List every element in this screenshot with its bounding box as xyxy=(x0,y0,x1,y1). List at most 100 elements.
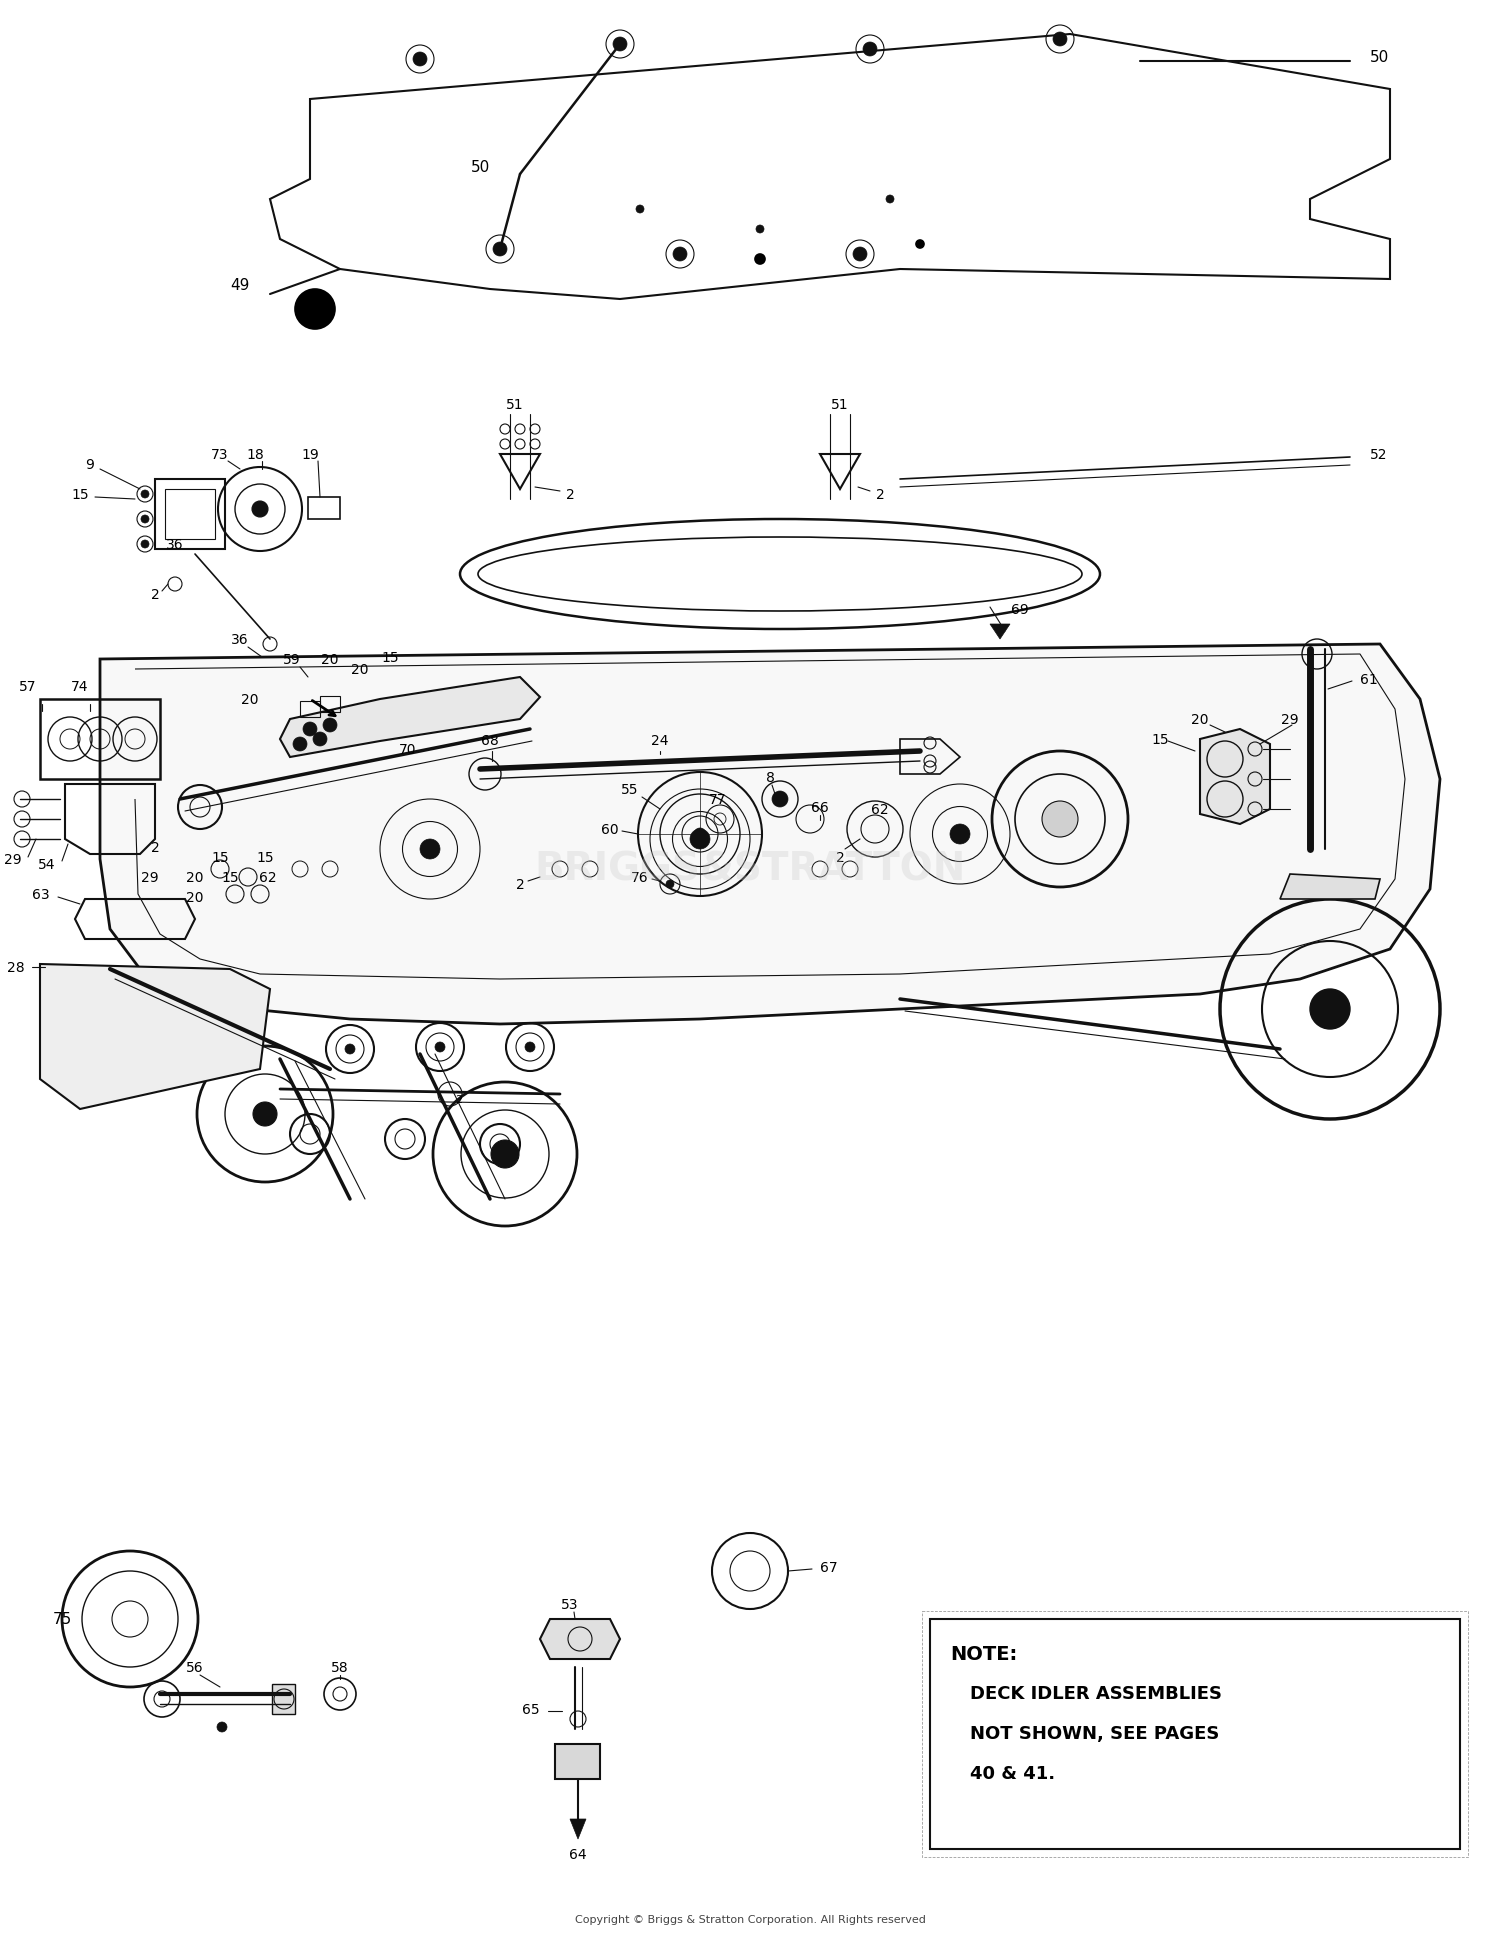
Text: 76: 76 xyxy=(632,871,650,884)
Circle shape xyxy=(322,719,338,733)
Text: 20: 20 xyxy=(186,890,204,904)
Text: 56: 56 xyxy=(186,1660,204,1673)
Text: BRIGGS&STRATTON: BRIGGS&STRATTON xyxy=(534,851,966,888)
Circle shape xyxy=(141,516,148,524)
Polygon shape xyxy=(40,964,270,1109)
Text: 62: 62 xyxy=(871,803,889,816)
Text: 53: 53 xyxy=(561,1598,579,1611)
Circle shape xyxy=(490,1140,519,1169)
Text: 62: 62 xyxy=(260,871,278,884)
Circle shape xyxy=(674,248,687,262)
Text: 50: 50 xyxy=(471,161,490,175)
Text: 15: 15 xyxy=(381,652,399,665)
Text: 51: 51 xyxy=(831,397,849,411)
Circle shape xyxy=(754,254,765,266)
Text: NOT SHOWN, SEE PAGES: NOT SHOWN, SEE PAGES xyxy=(970,1724,1220,1741)
Circle shape xyxy=(950,824,970,845)
Circle shape xyxy=(254,1103,278,1127)
Polygon shape xyxy=(1280,874,1380,900)
Circle shape xyxy=(217,1722,226,1732)
Text: 40 & 41.: 40 & 41. xyxy=(970,1764,1054,1782)
Polygon shape xyxy=(100,644,1440,1024)
Text: 29: 29 xyxy=(4,853,22,867)
Text: 74: 74 xyxy=(72,681,88,694)
Text: 70: 70 xyxy=(399,743,417,756)
Polygon shape xyxy=(570,1819,586,1838)
Polygon shape xyxy=(990,624,1010,640)
Text: 18: 18 xyxy=(246,448,264,461)
Text: 15: 15 xyxy=(220,871,238,884)
Text: 55: 55 xyxy=(621,783,639,797)
Circle shape xyxy=(862,43,877,56)
Circle shape xyxy=(252,502,268,518)
Text: 65: 65 xyxy=(522,1702,540,1716)
Circle shape xyxy=(690,830,709,849)
Text: 28: 28 xyxy=(8,960,26,975)
Text: 60: 60 xyxy=(602,822,619,836)
Text: 2: 2 xyxy=(152,842,160,855)
Text: 8: 8 xyxy=(765,770,774,785)
Circle shape xyxy=(1042,801,1078,838)
Text: 20: 20 xyxy=(1191,714,1209,727)
Text: 51: 51 xyxy=(506,397,524,411)
Circle shape xyxy=(1053,33,1066,47)
Text: 15: 15 xyxy=(211,851,230,865)
Text: Copyright © Briggs & Stratton Corporation. All Rights reserved: Copyright © Briggs & Stratton Corporatio… xyxy=(574,1914,926,1923)
Text: 67: 67 xyxy=(821,1561,837,1574)
Circle shape xyxy=(525,1043,536,1053)
Text: 20: 20 xyxy=(186,871,204,884)
Text: 9: 9 xyxy=(86,458,94,471)
Circle shape xyxy=(345,1045,355,1055)
Text: 66: 66 xyxy=(812,801,830,814)
Text: 57: 57 xyxy=(20,681,36,694)
Text: 59: 59 xyxy=(284,653,302,667)
Text: DECK IDLER ASSEMBLIES: DECK IDLER ASSEMBLIES xyxy=(970,1685,1222,1702)
Text: 20: 20 xyxy=(321,653,339,667)
Circle shape xyxy=(296,289,334,330)
Circle shape xyxy=(494,242,507,256)
Text: 19: 19 xyxy=(302,448,320,461)
Circle shape xyxy=(1310,989,1350,1030)
Text: 36: 36 xyxy=(166,537,184,553)
Text: 73: 73 xyxy=(211,448,228,461)
Text: 15: 15 xyxy=(1150,733,1168,747)
Text: 29: 29 xyxy=(141,871,159,884)
Circle shape xyxy=(314,733,327,747)
Text: 49: 49 xyxy=(231,277,249,293)
Text: 36: 36 xyxy=(231,632,249,648)
Polygon shape xyxy=(555,1743,600,1780)
Circle shape xyxy=(141,491,148,498)
Circle shape xyxy=(141,541,148,549)
Circle shape xyxy=(435,1043,445,1053)
Circle shape xyxy=(666,880,674,888)
Text: 2: 2 xyxy=(516,878,525,892)
Polygon shape xyxy=(540,1619,620,1660)
Text: 20: 20 xyxy=(242,692,258,706)
Circle shape xyxy=(886,196,894,204)
Text: 50: 50 xyxy=(1370,50,1389,66)
Text: 2: 2 xyxy=(150,588,159,601)
Circle shape xyxy=(853,248,867,262)
Text: 75: 75 xyxy=(53,1611,72,1627)
Text: 64: 64 xyxy=(568,1848,586,1861)
Circle shape xyxy=(694,828,706,842)
Circle shape xyxy=(614,39,627,52)
Text: 58: 58 xyxy=(332,1660,350,1673)
Circle shape xyxy=(636,206,644,213)
Text: 2: 2 xyxy=(454,1094,462,1105)
Text: 2: 2 xyxy=(876,489,885,502)
Circle shape xyxy=(772,791,788,807)
Text: 2: 2 xyxy=(566,489,574,502)
Text: 15: 15 xyxy=(256,851,274,865)
Text: NOTE:: NOTE: xyxy=(950,1644,1017,1664)
Polygon shape xyxy=(280,677,540,758)
Text: 63: 63 xyxy=(33,888,50,902)
Circle shape xyxy=(420,840,440,859)
Circle shape xyxy=(292,737,308,752)
Text: 61: 61 xyxy=(1360,673,1377,686)
Text: 20: 20 xyxy=(351,663,369,677)
Text: 29: 29 xyxy=(1281,714,1299,727)
Text: 68: 68 xyxy=(482,733,500,748)
Text: 52: 52 xyxy=(1370,448,1388,461)
Circle shape xyxy=(916,240,924,248)
